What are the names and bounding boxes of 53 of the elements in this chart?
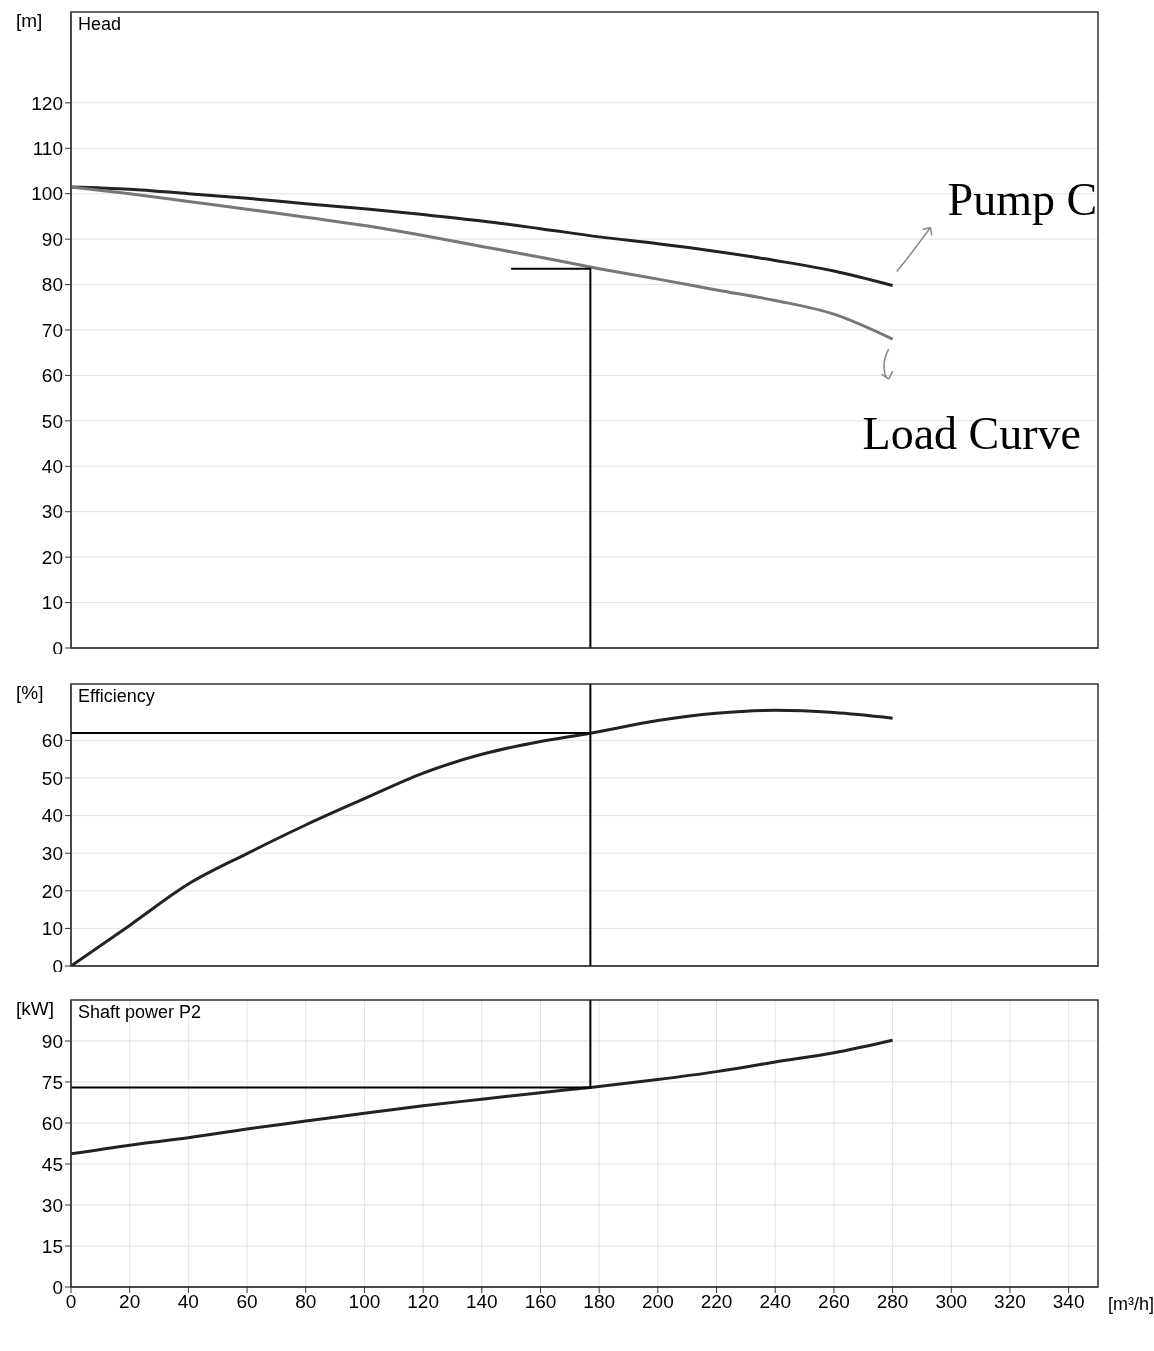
y-axis-title: [%] (16, 682, 44, 704)
chart-title: Head (78, 14, 122, 35)
y-tick-label: 30 (41, 501, 63, 523)
y-tick-label: 40 (41, 805, 63, 827)
x-tick-label: 340 (1052, 1291, 1085, 1313)
y-tick-label: 60 (41, 365, 63, 387)
y-tick-label: 90 (41, 228, 63, 250)
x-tick-label: 20 (119, 1291, 141, 1313)
y-tick-label: 50 (41, 767, 63, 789)
x-tick-label: 60 (236, 1291, 258, 1313)
x-tick-label: 80 (295, 1291, 317, 1313)
y-tick-label: 60 (41, 1112, 63, 1134)
y-tick-label: 20 (41, 880, 63, 902)
y-tick-label: 45 (41, 1153, 63, 1175)
x-tick-label: 260 (818, 1291, 850, 1313)
y-tick-label: 15 (41, 1235, 63, 1257)
x-tick-label: 240 (759, 1291, 792, 1313)
y-axis-title: [m] (16, 10, 43, 32)
series-label: Pump C (947, 174, 1098, 226)
y-tick-label: 60 (41, 730, 63, 752)
x-tick-label: 220 (700, 1291, 733, 1313)
x-tick-label: 120 (407, 1291, 439, 1313)
x-tick-label: 40 (177, 1291, 199, 1313)
y-tick-label: 120 (31, 92, 63, 114)
y-tick-label: 50 (41, 410, 63, 432)
x-tick-label: 200 (642, 1291, 674, 1313)
y-tick-label: 40 (41, 456, 63, 478)
x-tick-label: 100 (348, 1291, 381, 1313)
y-tick-label: 0 (52, 955, 63, 977)
x-tick-label: 180 (583, 1291, 616, 1313)
y-tick-label: 70 (41, 319, 63, 341)
y-tick-label: 0 (52, 1276, 63, 1298)
y-tick-label: 90 (41, 1030, 63, 1052)
x-tick-label: 320 (994, 1291, 1026, 1313)
y-tick-label: 110 (32, 138, 63, 160)
x-axis-title: [m³/h] (1107, 1294, 1154, 1315)
y-axis-title: [kW] (16, 998, 54, 1020)
chart-title: Efficiency (78, 686, 155, 707)
y-tick-label: 80 (41, 274, 63, 296)
x-tick-label: 140 (465, 1291, 498, 1313)
chart-title: Shaft power P2 (78, 1002, 202, 1023)
y-tick-label: 0 (52, 637, 63, 659)
y-tick-label: 30 (41, 1194, 63, 1216)
y-tick-label: 30 (41, 842, 63, 864)
y-tick-label: 20 (41, 546, 63, 568)
x-tick-label: 160 (524, 1291, 557, 1313)
y-tick-label: 10 (41, 918, 63, 940)
y-tick-label: 75 (41, 1071, 63, 1093)
y-tick-label: 10 (41, 592, 63, 614)
y-tick-label: 100 (31, 183, 63, 205)
x-tick-label: 280 (876, 1291, 909, 1313)
series-label: Load Curve (862, 408, 1082, 460)
x-tick-label: 300 (935, 1291, 968, 1313)
